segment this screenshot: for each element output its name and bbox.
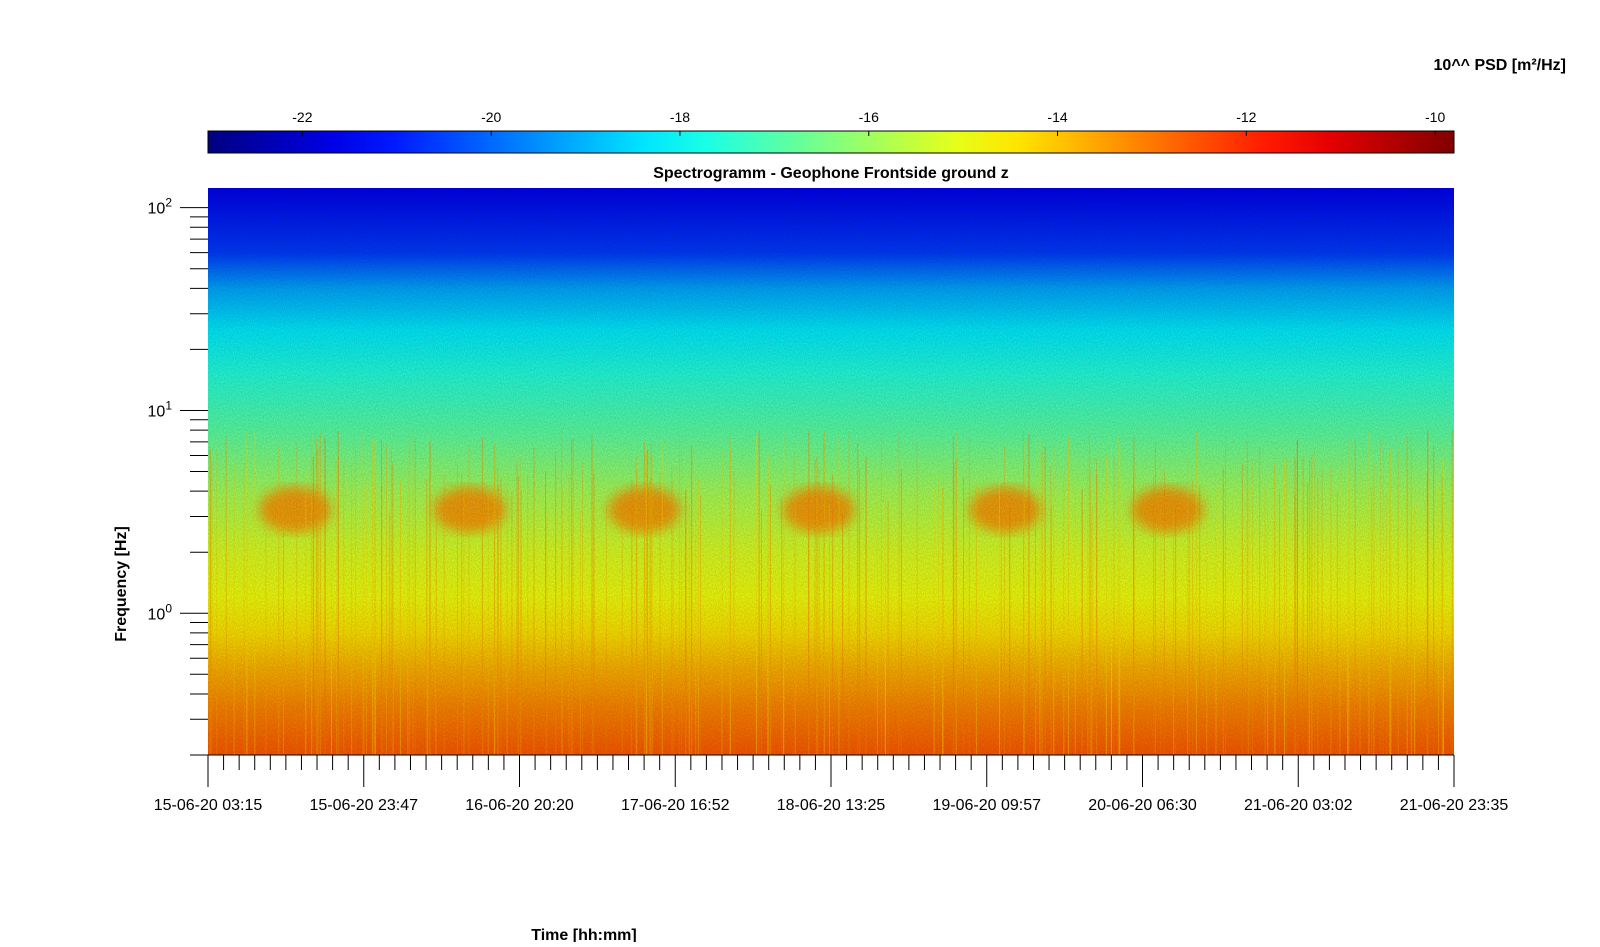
colorbar: -22 -20 -18 -16 -14 -12 -10 10^^ PSD [m²/Hz] <box>207 57 1566 154</box>
colorbar-ticks: -22 -20 -18 -16 -14 -12 -10 <box>292 109 1445 136</box>
x-axis: 15-06-20 03:15 15-06-20 23:47 16-06-20 20:… <box>154 754 1509 814</box>
chart-title: Spectrogramm - Geophone Frontside ground… <box>653 165 1009 182</box>
colorbar-tick-label: -10 <box>1425 109 1445 125</box>
colorbar-tick-label: -12 <box>1236 109 1256 125</box>
x-tick-label: 17-06-20 16:52 <box>621 797 730 814</box>
y-tick-label: 101 <box>148 398 173 420</box>
heatmap-noise <box>208 188 1454 755</box>
x-tick-label: 19-06-20 09:57 <box>932 797 1041 814</box>
colorbar-tick-label: -20 <box>481 109 501 125</box>
y-tick-label: 102 <box>148 196 173 218</box>
colorbar-label: 10^^ PSD [m²/Hz] <box>1434 57 1566 74</box>
x-tick-label: 15-06-20 23:47 <box>309 797 418 814</box>
x-tick-label: 21-06-20 03:02 <box>1244 797 1353 814</box>
x-axis-label: Time [hh:mm] <box>531 927 636 942</box>
x-tick-label: 21-06-20 23:35 <box>1400 797 1509 814</box>
x-tick-label: 20-06-20 06:30 <box>1088 797 1197 814</box>
y-axis: 100 101 102 <box>148 196 208 756</box>
x-tick-label: 15-06-20 03:15 <box>154 797 263 814</box>
colorbar-tick-label: -22 <box>292 109 312 125</box>
colorbar-gradient <box>207 130 1455 154</box>
x-tick-label: 16-06-20 20:20 <box>465 797 574 814</box>
colorbar-tick-label: -14 <box>1047 109 1067 125</box>
plot-area <box>208 188 1454 755</box>
colorbar-tick-label: -16 <box>859 109 879 125</box>
y-axis-label: Frequency [Hz] <box>113 526 130 642</box>
x-tick-label: 18-06-20 13:25 <box>777 797 886 814</box>
y-tick-label: 100 <box>148 601 173 623</box>
colorbar-tick-label: -18 <box>670 109 690 125</box>
